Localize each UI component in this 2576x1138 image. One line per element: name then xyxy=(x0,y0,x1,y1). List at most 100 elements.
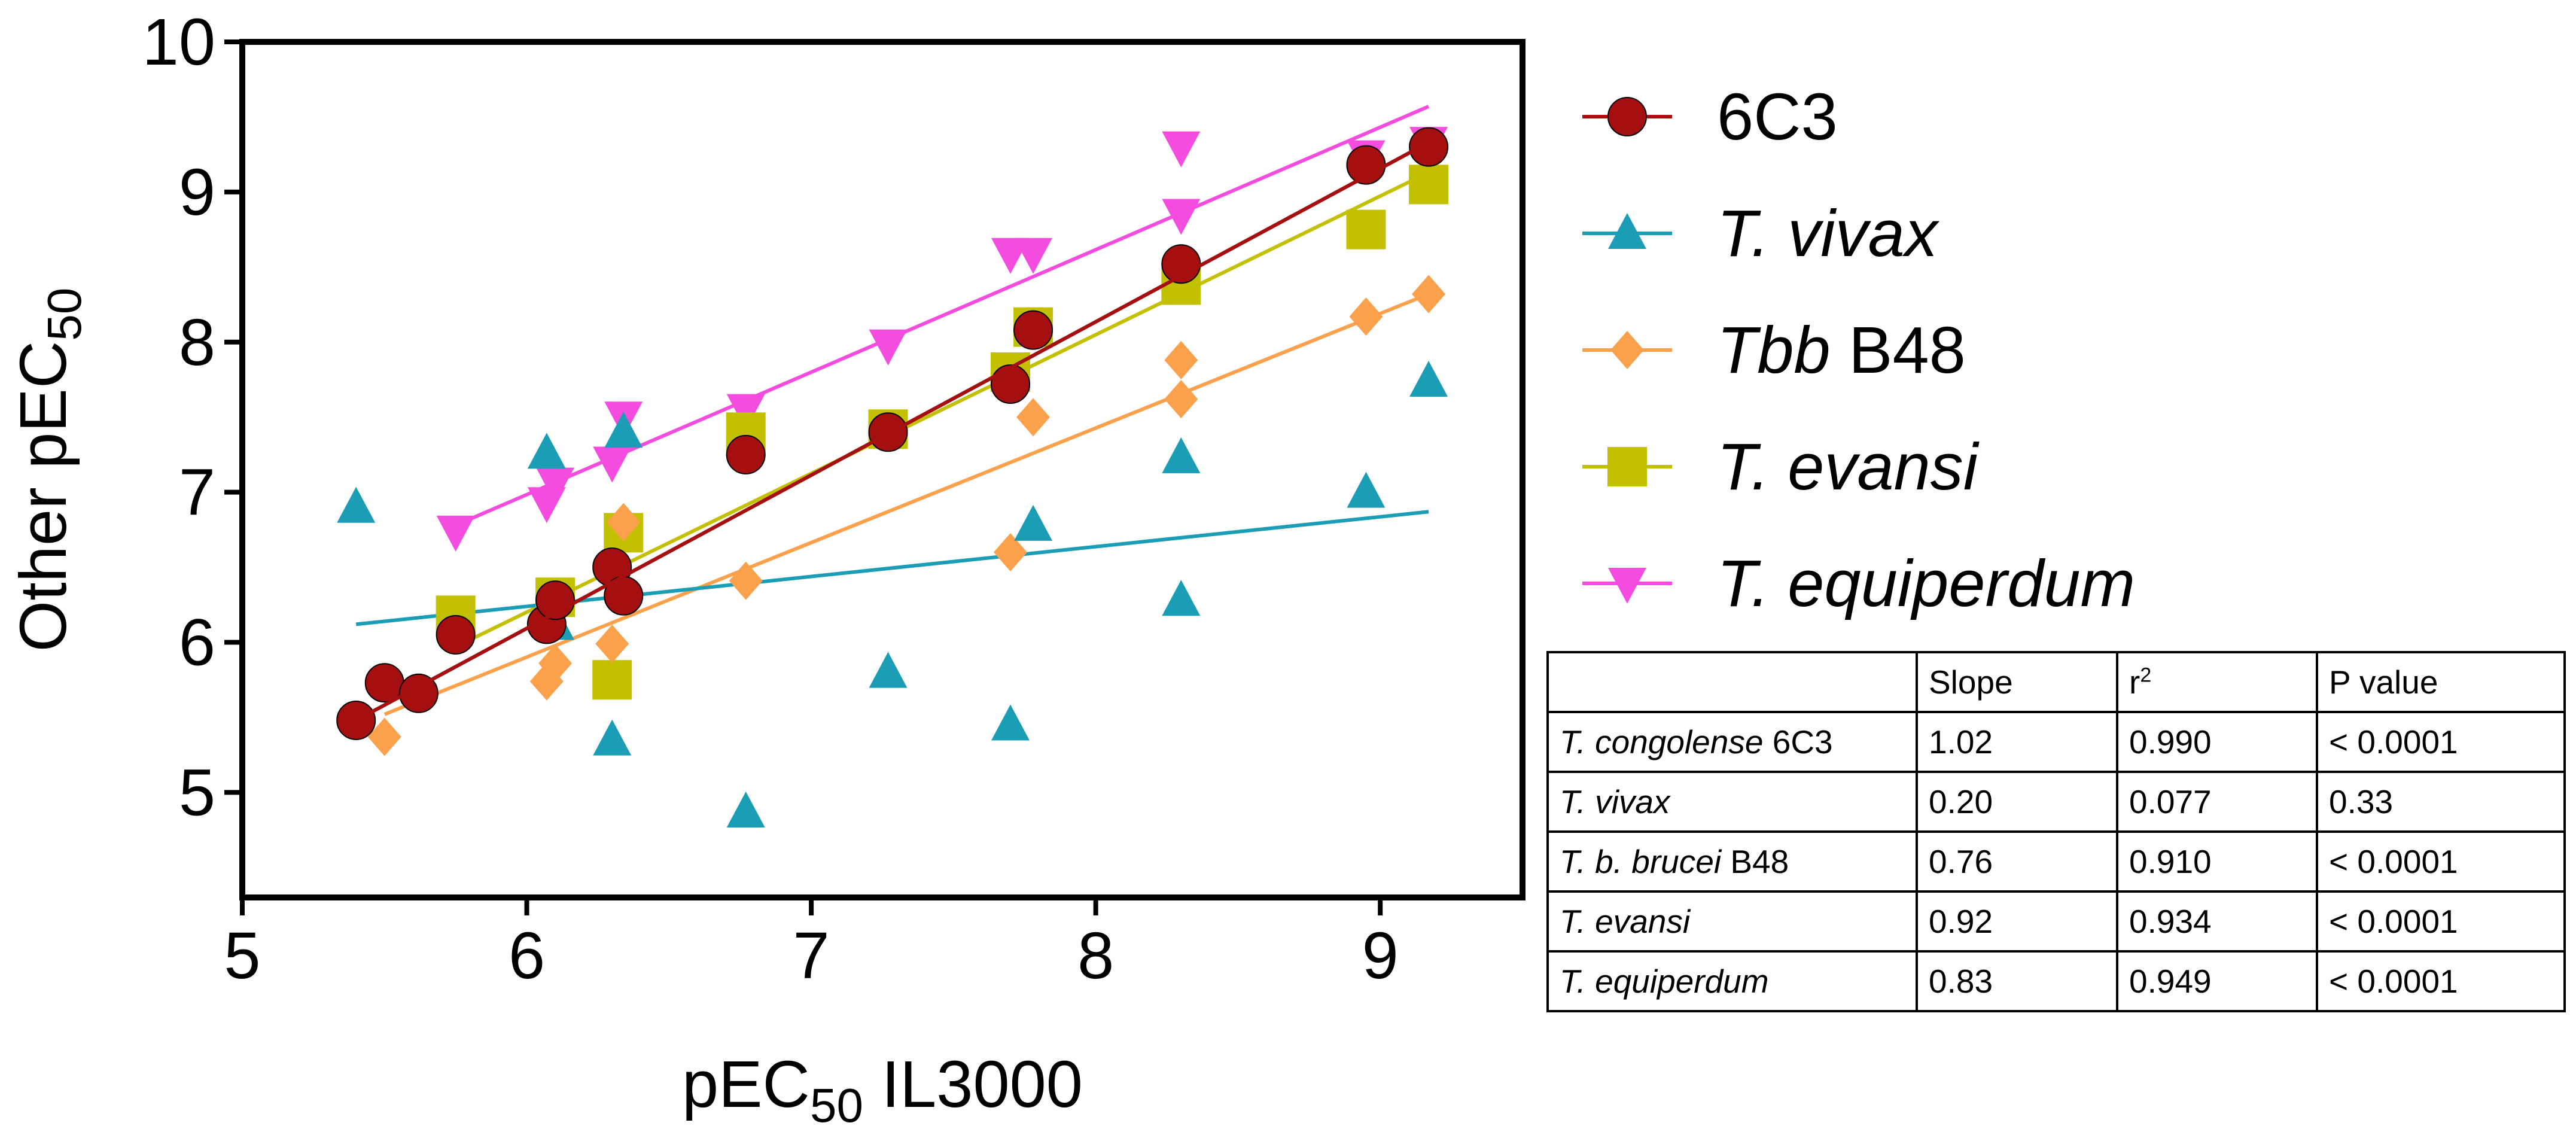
stats-header-species xyxy=(1546,651,1918,713)
legend-label: 6C3 xyxy=(1717,80,1838,154)
legend-label-italic: T. equiperdum xyxy=(1717,547,2135,620)
data-point xyxy=(436,515,475,552)
data-point xyxy=(1014,238,1053,274)
y-tick-label: 6 xyxy=(179,606,215,680)
legend-label: T. equiperdum xyxy=(1717,547,2135,620)
legend: 6C3 T. vivax Tbb B48 T. evansi T. equiperdum xyxy=(1582,80,2135,620)
stats-cell-p: 0.33 xyxy=(2316,771,2566,833)
data-point xyxy=(1347,471,1386,508)
legend-label: Tbb B48 xyxy=(1717,314,1966,387)
data-point xyxy=(1346,209,1386,249)
data-point xyxy=(1349,297,1383,336)
y-tick-label: 9 xyxy=(179,156,215,229)
data-point xyxy=(991,364,1030,404)
stats-species-roman: B48 xyxy=(1721,843,1789,880)
data-point xyxy=(1162,437,1201,473)
stats-cell-p: < 0.0001 xyxy=(2316,950,2566,1012)
stats-cell-p: < 0.0001 xyxy=(2316,711,2566,773)
data-point xyxy=(1164,380,1198,419)
data-point xyxy=(592,660,632,700)
data-point xyxy=(337,486,376,523)
legend-marker xyxy=(1608,213,1646,249)
y-tick-label: 5 xyxy=(179,756,215,829)
data-point xyxy=(436,614,476,655)
x-axis-label-suffix: IL3000 xyxy=(863,1048,1083,1121)
stats-header-r2-sup: 2 xyxy=(2140,664,2152,687)
data-point xyxy=(869,652,908,688)
stats-cell-r2: 0.934 xyxy=(2116,890,2318,953)
legend-marker xyxy=(1607,447,1647,486)
data-point xyxy=(1162,199,1201,235)
data-point xyxy=(726,394,765,430)
stats-species-italic: T. evansi xyxy=(1560,903,1691,940)
data-point xyxy=(1164,340,1198,379)
legend-marker xyxy=(1608,568,1646,604)
data-point xyxy=(991,704,1030,741)
y-axis-label-prefix: Other pEC xyxy=(7,341,80,652)
data-point xyxy=(1346,145,1386,185)
stats-species-italic: T. equiperdum xyxy=(1560,963,1769,1000)
stats-cell-p: < 0.0001 xyxy=(2316,830,2566,893)
stats-cell-r2: 0.949 xyxy=(2116,950,2318,1012)
stats-table-row: T. b. brucei B48 0.76 0.910 < 0.0001 xyxy=(1546,830,2566,893)
stats-cell-species: T. congolense 6C3 xyxy=(1546,711,1918,773)
legend-label-roman: 6C3 xyxy=(1717,80,1838,154)
x-tick-label: 8 xyxy=(1077,919,1114,993)
data-point xyxy=(604,412,643,448)
x-tick-label: 5 xyxy=(224,919,260,993)
x-axis-label-sub: 50 xyxy=(810,1079,863,1132)
stats-header-slope: Slope xyxy=(1916,651,2118,713)
stats-species-italic: T. vivax xyxy=(1560,783,1670,820)
y-tick-label: 10 xyxy=(142,5,215,79)
data-point xyxy=(595,625,629,664)
stats-table-row: T. evansi 0.92 0.934 < 0.0001 xyxy=(1546,890,2566,953)
fit-line-1 xyxy=(355,510,1429,626)
legend-label: T. vivax xyxy=(1717,197,1940,270)
data-point xyxy=(1016,398,1051,437)
x-axis-label: pEC50 IL3000 xyxy=(682,1048,1083,1132)
y-axis-label: Other pEC50 xyxy=(7,288,91,652)
legend-label-italic: T. vivax xyxy=(1717,197,1940,270)
legend-label-italic: Tbb xyxy=(1717,314,1831,387)
stats-table: Slope r2 P value T. congolense 6C3 1.02 … xyxy=(1546,651,2566,1012)
stats-table-row: T. equiperdum 0.83 0.949 < 0.0001 xyxy=(1546,950,2566,1012)
data-point xyxy=(538,644,573,683)
stats-table-row: T. congolense 6C3 1.02 0.990 < 0.0001 xyxy=(1546,711,2566,773)
stats-cell-slope: 1.02 xyxy=(1916,711,2118,773)
legend-marker xyxy=(1610,331,1644,369)
stats-cell-species: T. b. brucei B48 xyxy=(1546,830,1918,893)
stats-cell-species: T. vivax xyxy=(1546,771,1918,833)
data-point xyxy=(1162,131,1201,168)
stats-cell-species: T. equiperdum xyxy=(1546,950,1918,1012)
x-tick-label: 9 xyxy=(1362,919,1399,993)
stats-cell-slope: 0.20 xyxy=(1916,771,2118,833)
stats-cell-slope: 0.83 xyxy=(1916,950,2118,1012)
legend-label-roman: B48 xyxy=(1831,314,1966,387)
stats-table-header-row: Slope r2 P value xyxy=(1546,651,2566,713)
data-point xyxy=(1162,580,1201,616)
fit-line-2 xyxy=(383,292,1430,716)
stats-species-roman: 6C3 xyxy=(1763,723,1833,760)
data-point xyxy=(1412,275,1446,314)
data-point xyxy=(1409,165,1449,205)
stats-header-r2-letter: r xyxy=(2129,664,2140,701)
data-point xyxy=(726,792,765,827)
stats-species-italic: T. congolense xyxy=(1560,723,1764,760)
y-axis-label-sub: 50 xyxy=(38,288,91,341)
data-point xyxy=(1013,310,1053,350)
stats-table-row: T. vivax 0.20 0.077 0.33 xyxy=(1546,771,2566,833)
data-point xyxy=(536,467,575,504)
data-point xyxy=(994,533,1027,571)
y-tick-label: 7 xyxy=(179,456,215,530)
stats-cell-r2: 0.990 xyxy=(2116,711,2318,773)
fit-line-6c3-top xyxy=(355,141,1430,722)
legend-label: T. evansi xyxy=(1717,430,1980,504)
plot-frame xyxy=(239,39,1525,900)
x-tick-label: 7 xyxy=(793,919,830,993)
stats-species-italic: T. b. brucei xyxy=(1560,843,1722,880)
y-tick-label: 8 xyxy=(179,306,215,379)
data-point xyxy=(1409,127,1449,167)
x-axis-label-prefix: pEC xyxy=(682,1048,810,1121)
